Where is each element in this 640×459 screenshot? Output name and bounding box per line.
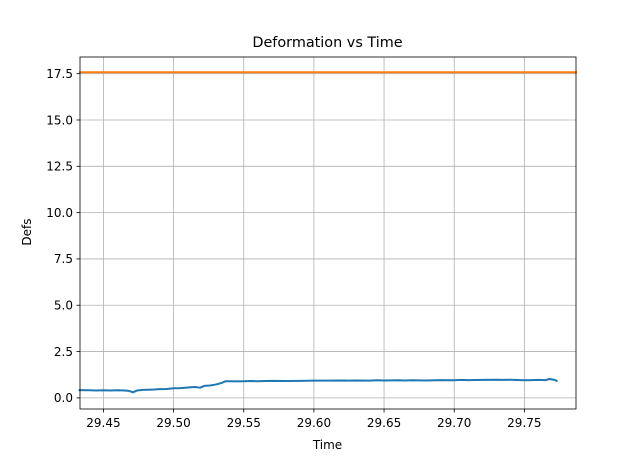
series-layer bbox=[78, 71, 577, 394]
x-axis-label: Time bbox=[312, 438, 342, 452]
x-tick-label: 29.65 bbox=[367, 416, 401, 430]
y-tick-label: 2.5 bbox=[54, 345, 73, 359]
chart-title: Deformation vs Time bbox=[252, 35, 402, 51]
y-tick-label: 0.0 bbox=[54, 391, 73, 405]
y-tick-label: 15.0 bbox=[46, 113, 73, 127]
x-tick-label: 29.55 bbox=[227, 416, 261, 430]
plot-frame bbox=[79, 56, 577, 410]
series-line-0 bbox=[78, 377, 558, 394]
y-axis-label: Defs bbox=[20, 218, 34, 245]
x-tick-label: 29.45 bbox=[86, 416, 120, 430]
y-tick-label: 10.0 bbox=[46, 206, 73, 220]
x-tick-label: 29.60 bbox=[297, 416, 331, 430]
y-tick-label: 7.5 bbox=[54, 252, 73, 266]
x-tick-label: 29.50 bbox=[156, 416, 190, 430]
x-tick-label: 29.75 bbox=[507, 416, 541, 430]
x-tick-label: 29.70 bbox=[437, 416, 471, 430]
grid bbox=[80, 57, 576, 409]
ticks: 29.45 29.50 29.55 29.60 29.65 29.70 29.75 0.0 2.… bbox=[46, 67, 541, 430]
y-tick-label: 5.0 bbox=[54, 299, 73, 313]
axes bbox=[79, 56, 577, 410]
y-tick-label: 12.5 bbox=[46, 160, 73, 174]
y-tick-label: 17.5 bbox=[46, 67, 73, 81]
